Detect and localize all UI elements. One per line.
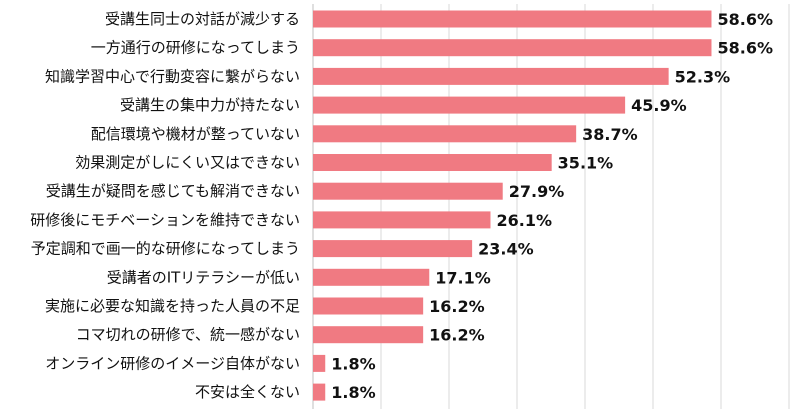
category-label: オンライン研修のイメージ自体がない bbox=[45, 354, 300, 372]
bar bbox=[313, 354, 326, 372]
value-label: 16.2% bbox=[429, 326, 485, 345]
category-label: 受講生が疑問を感じても解消できない bbox=[46, 182, 300, 200]
bar bbox=[313, 326, 424, 344]
gridlines bbox=[312, 4, 790, 409]
category-label: 一方通行の研修になってしまう bbox=[91, 39, 300, 57]
value-label: 35.1% bbox=[558, 154, 614, 173]
bar bbox=[313, 67, 669, 85]
value-label: 52.3% bbox=[675, 67, 731, 86]
value-label: 23.4% bbox=[478, 240, 534, 259]
value-label: 58.6% bbox=[717, 10, 773, 29]
category-label: 配信環境や機材が整っていない bbox=[91, 125, 300, 143]
bar bbox=[313, 39, 712, 57]
value-label: 17.1% bbox=[435, 268, 491, 287]
bar bbox=[313, 182, 503, 200]
category-label: 予定調和で画一的な研修になってしまう bbox=[31, 240, 300, 258]
value-label: 58.6% bbox=[717, 39, 773, 58]
category-label: 受講生同士の対話が減少する bbox=[105, 10, 300, 28]
value-label: 27.9% bbox=[509, 182, 565, 201]
bar bbox=[313, 10, 712, 28]
bar bbox=[313, 268, 430, 286]
value-label: 38.7% bbox=[582, 125, 638, 144]
value-label: 45.9% bbox=[631, 96, 687, 115]
category-label: 研修後にモチベーションを維持できない bbox=[30, 211, 300, 229]
value-label: 1.8% bbox=[331, 354, 375, 373]
category-label: 実施に必要な知識を持った人員の不足 bbox=[45, 297, 300, 315]
bars bbox=[313, 10, 712, 401]
category-label: 効果測定がしにくい又はできない bbox=[75, 154, 300, 172]
category-label: 受講者のITリテラシーが低い bbox=[107, 268, 300, 286]
category-label: 受講生の集中力が持たない bbox=[120, 96, 300, 114]
category-label: 知識学習中心で行動変容に繋がらない bbox=[45, 67, 300, 85]
bar bbox=[313, 211, 491, 229]
bar bbox=[313, 96, 626, 114]
value-labels: 58.6% 58.6% 52.3% 45.9% 38.7% 35.1% 27.9% 26.1%… bbox=[331, 10, 773, 402]
bar bbox=[313, 125, 577, 143]
category-label: コマ切れの研修で、統一感がない bbox=[76, 326, 300, 344]
category-labels: 受講生同士の対話が減少する一方通行の研修になってしまう知識学習中心で行動変容に繋… bbox=[30, 10, 300, 401]
bar bbox=[313, 240, 473, 258]
value-label: 16.2% bbox=[429, 297, 485, 316]
value-label: 1.8% bbox=[331, 383, 375, 402]
bar bbox=[313, 154, 552, 171]
bar bbox=[313, 297, 424, 315]
bar bbox=[313, 383, 326, 401]
category-label: 不安は全くない bbox=[195, 383, 300, 401]
value-label: 26.1% bbox=[496, 211, 552, 230]
